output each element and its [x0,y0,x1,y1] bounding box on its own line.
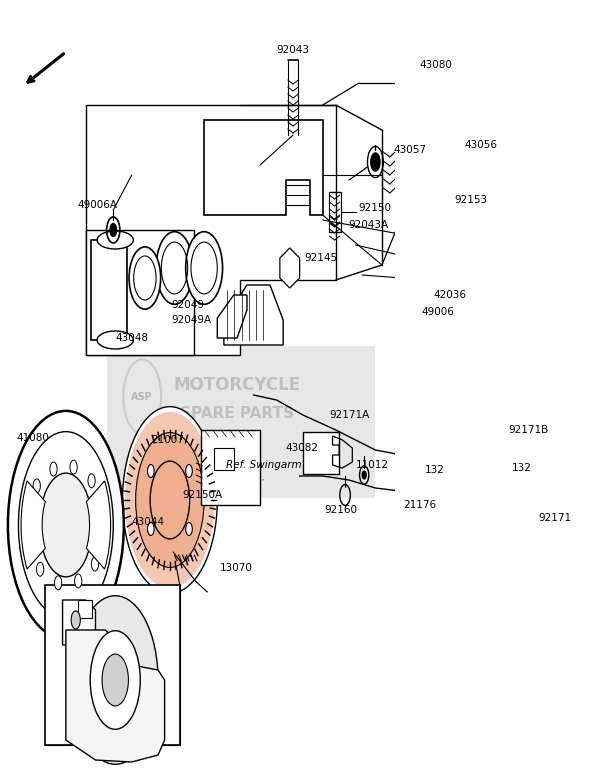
Ellipse shape [88,474,95,488]
Ellipse shape [435,238,447,282]
Text: 92150: 92150 [359,203,392,213]
Circle shape [469,223,485,254]
Polygon shape [62,600,95,645]
Text: 92171A: 92171A [329,410,369,420]
Circle shape [129,247,161,309]
Circle shape [426,283,431,293]
Text: 21007: 21007 [151,435,184,445]
Bar [45,585,180,745]
Ellipse shape [25,537,32,551]
Circle shape [90,631,140,729]
Circle shape [150,461,190,539]
Circle shape [362,471,366,479]
Circle shape [186,232,223,304]
Text: 41080: 41080 [16,433,49,443]
Ellipse shape [24,506,31,520]
Ellipse shape [70,460,77,474]
Text: 43044: 43044 [131,517,164,527]
Text: 132: 132 [512,463,532,473]
Circle shape [125,412,215,588]
Circle shape [371,153,380,171]
Text: 92171: 92171 [539,513,572,523]
Circle shape [185,464,192,478]
Circle shape [73,596,158,764]
Text: 43056: 43056 [464,140,497,150]
Polygon shape [407,488,434,514]
Text: 92153: 92153 [454,195,487,205]
Circle shape [185,523,192,535]
Text: MOTORCYCLE: MOTORCYCLE [173,376,301,394]
Circle shape [102,654,128,706]
Wedge shape [21,481,46,569]
Wedge shape [86,481,110,569]
Text: 13070: 13070 [220,563,252,573]
Circle shape [148,523,154,535]
Polygon shape [204,120,323,215]
Polygon shape [217,295,247,338]
Text: 92150A: 92150A [182,490,222,500]
Text: ASP: ASP [131,392,153,401]
Text: 92043A: 92043A [349,220,389,230]
Text: 92049A: 92049A [171,315,211,325]
Circle shape [424,278,434,299]
Bar [214,448,234,470]
Text: 43082: 43082 [285,443,318,453]
Bar [201,430,260,505]
Text: 43080: 43080 [419,60,452,70]
Bar [303,432,339,474]
Ellipse shape [50,462,57,476]
Ellipse shape [97,331,133,349]
Circle shape [8,411,124,639]
Text: 92171B: 92171B [509,425,549,435]
Text: 132: 132 [425,465,445,475]
Ellipse shape [37,562,44,576]
Text: 42036: 42036 [434,290,467,300]
Text: 43057: 43057 [393,145,426,155]
Text: 49006: 49006 [421,307,454,317]
Bar [91,240,127,340]
Circle shape [71,611,80,629]
Ellipse shape [100,530,107,544]
Circle shape [122,407,217,594]
Ellipse shape [91,557,98,571]
Ellipse shape [99,499,106,513]
Circle shape [40,473,92,576]
Circle shape [136,433,204,567]
Text: 92043: 92043 [277,45,310,55]
Polygon shape [66,630,164,762]
Text: 43048: 43048 [115,333,148,343]
Polygon shape [280,248,299,288]
Ellipse shape [97,231,133,249]
Ellipse shape [33,479,40,493]
Text: 92160: 92160 [324,505,357,515]
Text: 21176: 21176 [404,500,437,510]
Text: 49006A: 49006A [77,200,118,210]
Bar [421,238,461,283]
Ellipse shape [74,574,82,588]
Bar [78,600,92,618]
Text: 11012: 11012 [356,460,389,470]
Ellipse shape [455,238,467,282]
Circle shape [148,464,154,478]
Circle shape [156,232,193,304]
Text: SPARE PARTS: SPARE PARTS [180,406,294,422]
Polygon shape [86,105,336,355]
Bar [86,230,194,355]
Text: 92145: 92145 [304,253,337,263]
Circle shape [110,223,116,237]
Ellipse shape [55,576,62,590]
Text: Ref. Swingarm: Ref. Swingarm [226,460,301,470]
Text: 92049: 92049 [171,300,204,310]
Bar [107,346,376,498]
Circle shape [19,432,113,619]
Polygon shape [224,285,283,345]
